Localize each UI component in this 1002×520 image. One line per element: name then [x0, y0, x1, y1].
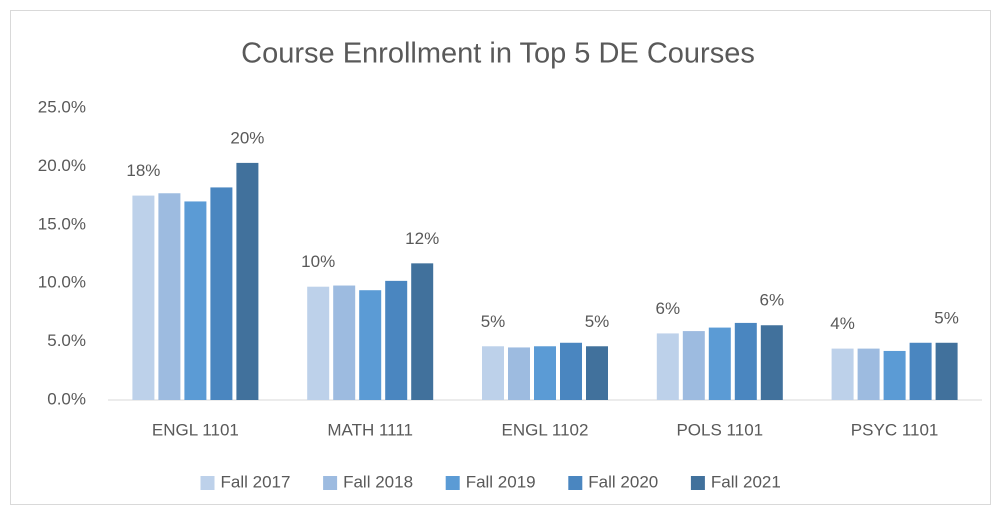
bar — [184, 201, 207, 400]
x-tick-label: ENGL 1102 — [502, 420, 589, 439]
data-label: 4% — [830, 314, 855, 333]
bar — [682, 331, 705, 400]
x-tick-label: PSYC 1101 — [851, 420, 939, 439]
y-tick-label: 0.0% — [47, 389, 86, 408]
data-label: 12% — [405, 229, 439, 248]
bar — [935, 342, 958, 400]
bar — [586, 346, 608, 400]
bar — [883, 350, 906, 400]
data-label: 20% — [230, 128, 264, 147]
bar — [307, 286, 330, 400]
bar — [708, 327, 731, 400]
bar — [359, 290, 382, 400]
bar — [857, 348, 880, 400]
bar — [560, 342, 582, 400]
legend-swatch — [445, 476, 460, 490]
bar — [909, 342, 932, 400]
data-label: 10% — [301, 252, 335, 271]
data-label: 6% — [760, 291, 785, 310]
bar — [158, 193, 181, 400]
data-label: 6% — [656, 299, 681, 318]
x-tick-label: MATH 1111 — [327, 420, 413, 439]
bar — [508, 347, 530, 400]
legend-label: Fall 2019 — [466, 472, 536, 491]
data-label: 5% — [585, 312, 610, 331]
bar — [482, 346, 504, 400]
legend-swatch — [323, 476, 338, 490]
bar — [333, 285, 356, 400]
x-tick-label: POLS 1101 — [676, 420, 763, 439]
bar — [656, 333, 679, 400]
legend-label: Fall 2017 — [221, 472, 291, 491]
y-tick-label: 25.0% — [38, 97, 86, 116]
legend-label: Fall 2018 — [343, 472, 413, 491]
legend-label: Fall 2020 — [588, 472, 658, 491]
bar — [132, 195, 155, 400]
legend-swatch — [690, 476, 705, 490]
y-tick-label: 5.0% — [47, 331, 86, 350]
bar — [385, 280, 408, 400]
bar — [411, 263, 434, 400]
bar — [210, 187, 233, 400]
bar — [534, 346, 556, 400]
bar — [760, 325, 783, 400]
data-label: 18% — [126, 161, 160, 180]
bar — [831, 348, 854, 400]
bar — [236, 162, 259, 400]
y-tick-label: 20.0% — [38, 156, 86, 175]
y-tick-label: 15.0% — [38, 214, 86, 233]
legend-swatch — [200, 476, 215, 490]
data-label: 5% — [481, 312, 506, 331]
x-tick-label: ENGL 1101 — [152, 420, 239, 439]
legend-label: Fall 2021 — [711, 472, 781, 491]
chart-title: Course Enrollment in Top 5 DE Courses — [241, 38, 755, 70]
bar — [734, 322, 757, 400]
data-label: 5% — [934, 308, 959, 327]
legend-swatch — [568, 476, 583, 490]
y-tick-label: 10.0% — [38, 273, 86, 292]
